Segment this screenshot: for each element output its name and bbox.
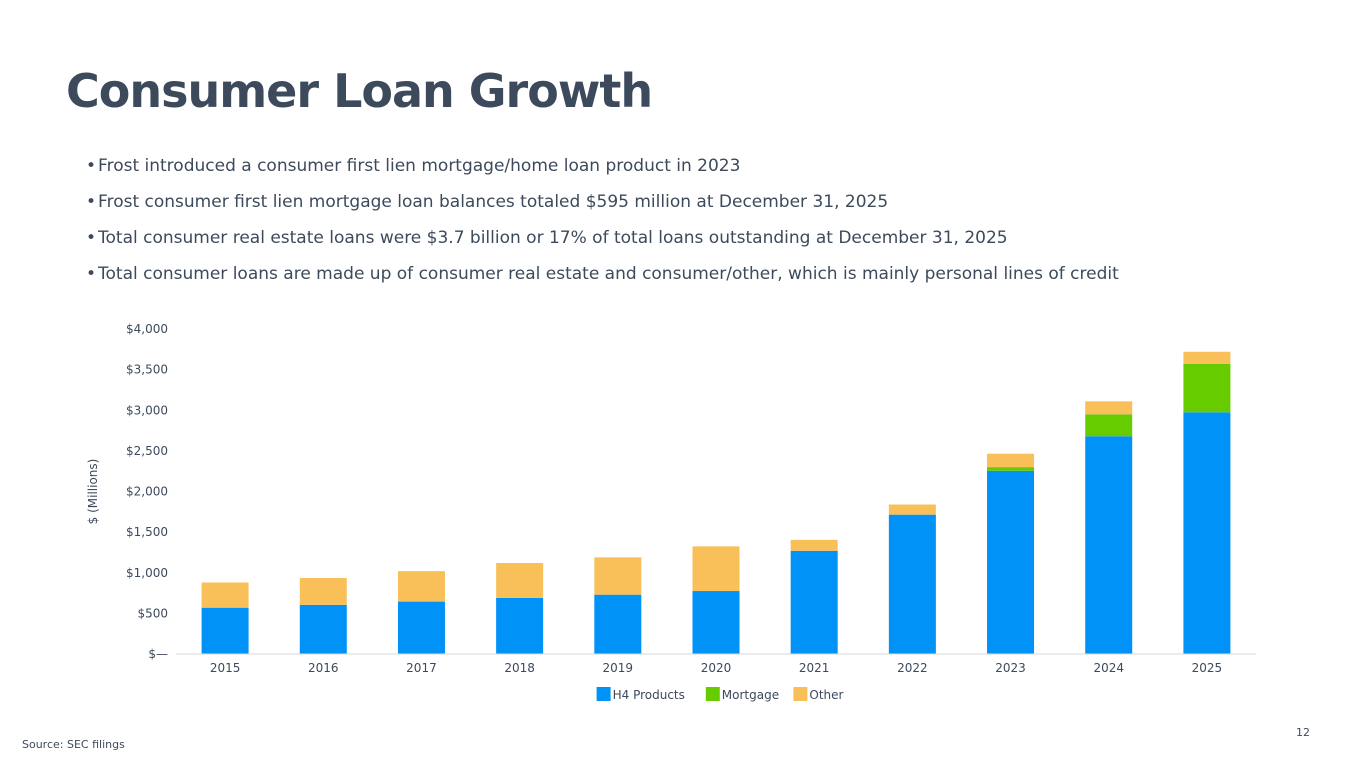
legend-label: Mortgage (722, 688, 779, 702)
y-tick-label: $2,500 (126, 444, 168, 458)
bar-segment-h4-products (299, 604, 347, 654)
legend-swatch-h4-products (596, 687, 611, 701)
bar-segment-other (1085, 401, 1133, 415)
bar-segment-h4-products (790, 550, 838, 654)
y-tick-label: $1,000 (126, 566, 168, 580)
bar-segment-other (888, 504, 936, 515)
bullet-list: Frost introduced a consumer first lien m… (86, 148, 1119, 292)
bar-segment-other (594, 557, 642, 595)
bar-segment-other (692, 546, 740, 592)
bar-segment-mortgage (1183, 363, 1231, 413)
bar-segment-mortgage (1085, 414, 1133, 437)
y-tick-label: $3,500 (126, 363, 168, 377)
bar-segment-other (1183, 351, 1231, 364)
bullet-item: Frost consumer first lien mortgage loan … (86, 184, 1119, 220)
x-tick-label: 2025 (1192, 661, 1223, 675)
x-tick-label: 2022 (897, 661, 928, 675)
bar-segment-other (496, 563, 544, 598)
bar-segment-h4-products (397, 601, 445, 654)
page-title: Consumer Loan Growth (66, 64, 653, 118)
bar-segment-h4-products (692, 591, 740, 654)
bar-segment-h4-products (201, 607, 249, 654)
legend-label: Other (809, 688, 843, 702)
page-number: 12 (1296, 726, 1310, 739)
x-tick-label: 2021 (799, 661, 830, 675)
x-tick-label: 2023 (995, 661, 1026, 675)
bullet-item: Total consumer loans are made up of cons… (86, 256, 1119, 292)
x-tick-label: 2019 (603, 661, 634, 675)
y-tick-label: $4,000 (126, 322, 168, 336)
x-tick-label: 2024 (1093, 661, 1124, 675)
bar-segment-other (790, 539, 838, 551)
x-tick-label: 2015 (210, 661, 241, 675)
legend-swatch-mortgage (705, 687, 720, 701)
bar-segment-other (299, 578, 347, 605)
bar-segment-other (987, 453, 1035, 468)
legend-label: H4 Products (613, 688, 685, 702)
stacked-bar-chart: $— $500 $1,000 $1,500 $2,000 $2,500 $3,000 $3,5… (86, 322, 1256, 702)
x-tick-label: 2020 (701, 661, 732, 675)
bullet-item: Total consumer real estate loans were $3… (86, 220, 1119, 256)
bar-segment-other (397, 571, 445, 602)
bar-segment-h4-products (1085, 436, 1133, 654)
y-tick-label: $1,500 (126, 525, 168, 539)
y-axis-label: $ (Millions) (86, 459, 100, 525)
bar-segment-other (201, 582, 249, 608)
bar-segment-h4-products (888, 514, 936, 654)
x-tick-label: 2016 (308, 661, 339, 675)
y-tick-label: $500 (137, 606, 168, 620)
y-tick-label: $3,000 (126, 403, 168, 417)
bullet-item: Frost introduced a consumer first lien m… (86, 148, 1119, 184)
x-tick-label: 2018 (504, 661, 535, 675)
bar-segment-h4-products (987, 470, 1035, 654)
bar-segment-h4-products (594, 594, 642, 654)
bar-segment-h4-products (1183, 412, 1231, 654)
x-tick-label: 2017 (406, 661, 437, 675)
y-tick-label: $2,000 (126, 485, 168, 499)
source-note: Source: SEC filings (22, 738, 125, 751)
legend-swatch-other (793, 687, 808, 701)
y-tick-label: $— (148, 647, 168, 661)
bar-segment-h4-products (496, 597, 544, 654)
bar-segment-mortgage (987, 467, 1035, 471)
